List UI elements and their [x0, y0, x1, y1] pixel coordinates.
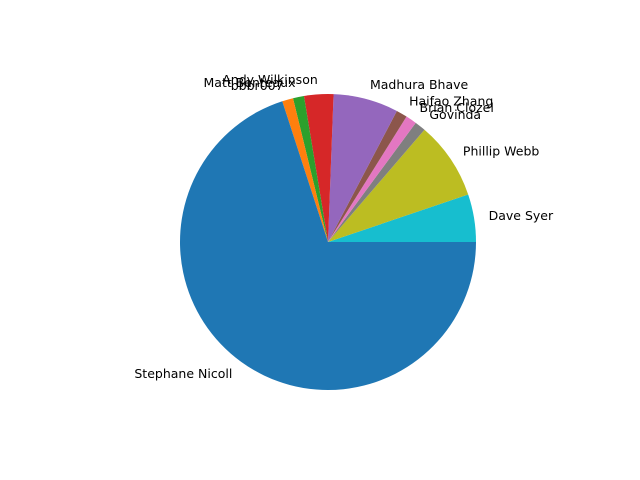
pie-label-andy-wilkinson: Andy Wilkinson — [222, 72, 318, 87]
pie-label-stephane-nicoll: Stephane Nicoll — [134, 366, 232, 381]
pie-label-dave-syer: Dave Syer — [489, 208, 554, 223]
pie-label-govinda: Govinda — [429, 107, 481, 122]
pie-slice-andy-wilkinson — [303, 94, 334, 242]
pie-label-phillip-webb: Phillip Webb — [463, 143, 540, 158]
pie-slice-bbbr007 — [282, 98, 328, 242]
pie-label-madhura-bhave: Madhura Bhave — [370, 77, 469, 92]
pie-label-brian-clozel: Brian Clozel — [420, 100, 494, 115]
pie-slice-dave-syer — [328, 194, 476, 242]
pie-slice-haifao-zhang — [328, 110, 407, 242]
pie-slice-govinda — [328, 122, 425, 242]
pie-slice-matt-benteaux — [292, 95, 328, 242]
pie-label-bbbr007: bbbr007 — [231, 78, 284, 93]
pie-slice-stephane-nicoll — [180, 101, 476, 390]
pie-slices — [180, 94, 476, 390]
pie-label-matt-benteaux: Matt Benteaux — [204, 75, 296, 90]
pie-label-haifao-zhang: Haifao Zhang — [409, 93, 493, 108]
pie-slice-brian-clozel — [328, 116, 416, 242]
pie-slice-madhura-bhave — [328, 94, 397, 242]
pie-slice-phillip-webb — [328, 129, 469, 242]
